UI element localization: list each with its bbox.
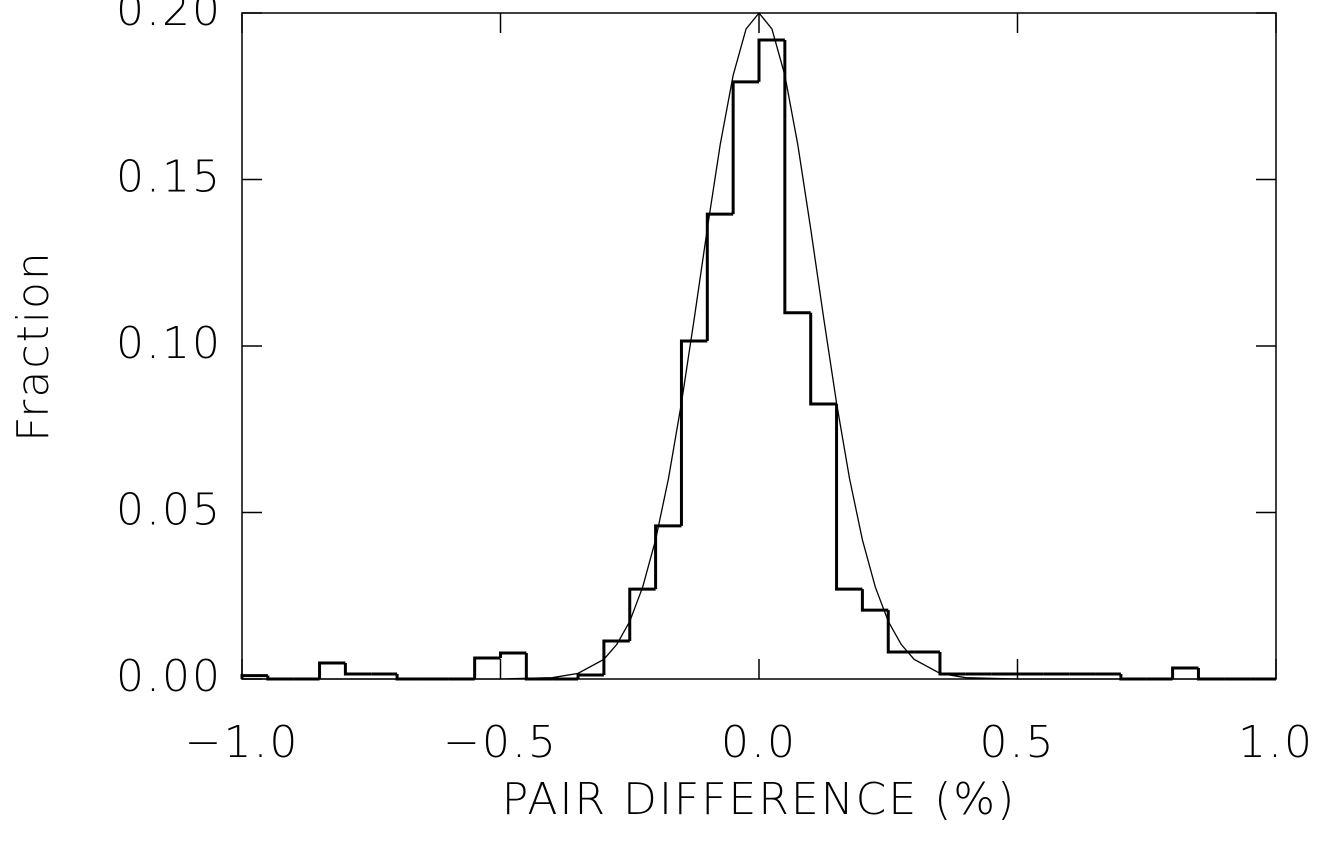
histogram-bin — [524, 653, 553, 681]
y-tick-label: 0.05 — [116, 485, 222, 536]
histogram-bin — [731, 80, 759, 215]
x-tick-label: −0.5 — [443, 717, 558, 768]
histogram-bin — [240, 674, 268, 679]
histogram-bin — [809, 312, 837, 406]
histogram-bin — [679, 339, 708, 526]
gaussian-fit — [242, 11, 1276, 680]
histogram-bin — [576, 673, 604, 679]
histogram-bin — [628, 587, 656, 642]
y-tick-label: 0.00 — [116, 651, 222, 702]
histogram-bin — [499, 651, 527, 659]
plot-frame — [241, 12, 1277, 680]
histogram-bin — [602, 639, 630, 676]
histogram-bin — [938, 652, 966, 676]
histogram-bin — [473, 656, 501, 679]
x-axis-label: PAIR DIFFERENCE (%) — [502, 774, 1017, 825]
histogram-bin — [318, 661, 346, 679]
histogram-bin — [705, 212, 734, 342]
histogram-bin — [1196, 668, 1225, 681]
histogram-bin — [757, 38, 785, 82]
x-tick-label: 1.0 — [1238, 717, 1314, 768]
histogram-bin — [343, 663, 372, 676]
histogram-bin — [783, 39, 811, 315]
y-axis-label: Fraction — [8, 250, 59, 442]
histogram-bin — [395, 674, 423, 681]
x-tick-label: −1.0 — [185, 717, 300, 768]
histogram-bin — [835, 403, 863, 591]
y-tick-label: 0.15 — [116, 152, 222, 203]
histogram-bin — [1119, 674, 1147, 681]
histogram-bin — [1171, 666, 1199, 679]
histogram-bin — [886, 610, 915, 654]
y-tick-label: 0.20 — [116, 0, 222, 36]
y-tick-label: 0.10 — [116, 318, 222, 369]
histogram-bin — [654, 524, 682, 590]
x-tick-label: 0.0 — [721, 717, 797, 768]
histogram-bin — [860, 589, 889, 612]
x-tick-label: 0.5 — [980, 717, 1056, 768]
